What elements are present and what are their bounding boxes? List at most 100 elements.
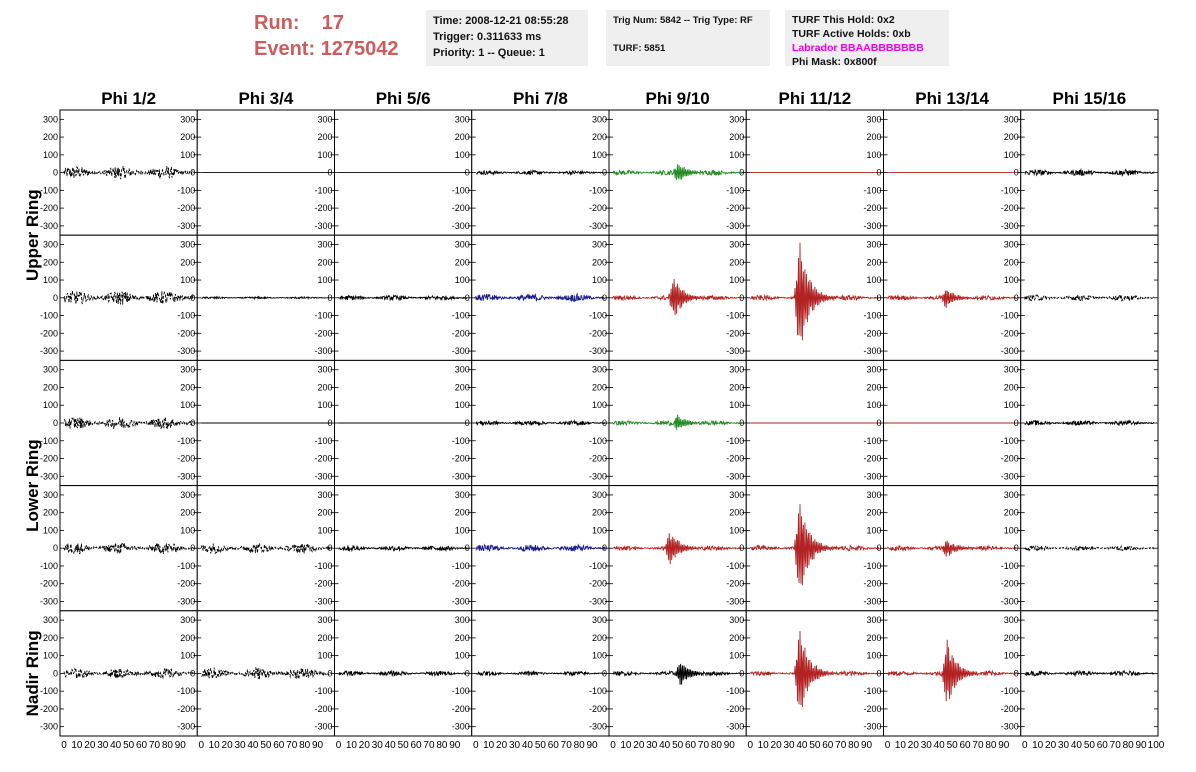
x-tick-label: 80 bbox=[574, 740, 586, 751]
waveform-panel: 300 200 100 0 -100 -200 -300 bbox=[452, 359, 610, 487]
waveform-panel: 300 200 100 0 -100 -200 -300 bbox=[177, 610, 335, 737]
x-tick-label: 30 bbox=[921, 740, 933, 751]
waveform-panel: 300 200 100 0 -100 -200 -300 bbox=[314, 359, 473, 487]
y-tick-label: -300 bbox=[589, 471, 607, 481]
x-tick-label: 70 bbox=[286, 740, 298, 751]
y-tick-label: 0 bbox=[1014, 543, 1019, 553]
y-tick-label: 100 bbox=[1004, 150, 1019, 160]
y-tick-label: 300 bbox=[592, 615, 607, 625]
y-tick-label: -200 bbox=[1001, 328, 1019, 338]
y-tick-label: 100 bbox=[866, 150, 881, 160]
waveform-panel: 300 200 100 0 -100 -200 -300 bbox=[726, 234, 884, 361]
x-tick-label: 40 bbox=[110, 740, 122, 751]
run-event-block: Run: 17 Event: 1275042 bbox=[254, 10, 399, 62]
y-tick-label: 0 bbox=[53, 668, 58, 678]
y-tick-label: 300 bbox=[592, 114, 607, 124]
y-tick-label: 200 bbox=[180, 382, 195, 392]
y-tick-label: 0 bbox=[53, 168, 58, 178]
y-tick-label: 100 bbox=[180, 275, 195, 285]
y-tick-label: 100 bbox=[180, 651, 195, 661]
y-tick-label: 200 bbox=[180, 132, 195, 142]
y-tick-label: 0 bbox=[602, 668, 607, 678]
y-tick-label: 100 bbox=[180, 150, 195, 160]
y-tick-label: 0 bbox=[465, 168, 470, 178]
y-tick-label: 300 bbox=[866, 240, 881, 250]
x-tick-label: 10 bbox=[209, 740, 221, 751]
y-tick-label: 300 bbox=[180, 490, 195, 500]
y-tick-label: 200 bbox=[455, 132, 470, 142]
y-tick-label: 300 bbox=[317, 240, 332, 250]
waveform-trace bbox=[887, 639, 1018, 702]
y-tick-label: 100 bbox=[1004, 525, 1019, 535]
y-tick-label: 100 bbox=[866, 525, 881, 535]
y-tick-label: 0 bbox=[53, 418, 58, 428]
y-tick-label: 300 bbox=[180, 365, 195, 375]
y-tick-label: -200 bbox=[314, 579, 332, 589]
waveform-trace bbox=[201, 666, 331, 681]
y-tick-label: -100 bbox=[863, 185, 881, 195]
event-value: 1275042 bbox=[320, 38, 399, 60]
y-tick-label: -200 bbox=[863, 203, 881, 213]
y-tick-label: -300 bbox=[863, 596, 881, 606]
y-tick-label: 0 bbox=[876, 168, 881, 178]
y-tick-label: 200 bbox=[317, 508, 332, 518]
trigger-text: Trigger: 0.311633 ms bbox=[433, 31, 542, 43]
x-tick-label: 10 bbox=[346, 740, 358, 751]
y-tick-label: 0 bbox=[190, 668, 195, 678]
x-tick-label: 10 bbox=[758, 740, 770, 751]
waveform-panel: 300 200 100 0 -100 -200 -300 bbox=[726, 610, 884, 737]
x-tick-label: 20 bbox=[359, 740, 371, 751]
y-tick-label: 200 bbox=[729, 257, 744, 267]
y-tick-label: 100 bbox=[43, 400, 58, 410]
y-tick-label: -200 bbox=[177, 328, 195, 338]
y-tick-label: -200 bbox=[452, 203, 470, 213]
y-tick-label: -100 bbox=[589, 311, 607, 321]
y-tick-label: 100 bbox=[455, 275, 470, 285]
y-tick-label: 100 bbox=[43, 150, 58, 160]
phi-column-header: Phi 3/4 bbox=[238, 89, 293, 108]
waveform-trace bbox=[612, 164, 743, 181]
y-tick-label: -100 bbox=[452, 436, 470, 446]
y-tick-label: 100 bbox=[729, 400, 744, 410]
y-tick-label: 100 bbox=[1004, 275, 1019, 285]
y-tick-label: -100 bbox=[1001, 686, 1019, 696]
y-tick-label: 0 bbox=[465, 543, 470, 553]
y-tick-label: 200 bbox=[592, 508, 607, 518]
waveform-trace bbox=[63, 290, 194, 305]
y-tick-label: 200 bbox=[729, 132, 744, 142]
y-tick-label: -100 bbox=[314, 686, 332, 696]
waveform-panel: 300 200 100 0 -100 -200 -300 bbox=[589, 485, 747, 612]
x-tick-label: 30 bbox=[97, 740, 109, 751]
y-tick-label: -300 bbox=[40, 221, 58, 231]
x-tick-label: 80 bbox=[436, 740, 448, 751]
x-tick-label: 90 bbox=[449, 740, 461, 751]
x-tick-label: 0 bbox=[61, 740, 67, 751]
y-tick-label: -300 bbox=[314, 221, 332, 231]
y-tick-label: 100 bbox=[43, 651, 58, 661]
y-tick-label: 200 bbox=[592, 257, 607, 267]
y-tick-label: -100 bbox=[726, 686, 744, 696]
x-tick-label: 90 bbox=[312, 740, 324, 751]
waveform-panel: 300 200 100 0 -100 -200 -300 bbox=[589, 359, 747, 487]
y-tick-label: 0 bbox=[327, 668, 332, 678]
y-tick-label: 0 bbox=[327, 543, 332, 553]
y-tick-label: 200 bbox=[866, 633, 881, 643]
y-tick-label: 200 bbox=[43, 382, 58, 392]
phi-column-header: Phi 5/6 bbox=[376, 89, 431, 108]
waveform-trace bbox=[749, 504, 880, 586]
waveform-panel: 300 200 100 0 -100 -200 -300 bbox=[863, 359, 1022, 487]
x-tick-label: 30 bbox=[234, 740, 246, 751]
waveform-trace bbox=[750, 242, 880, 341]
y-tick-label: 200 bbox=[455, 382, 470, 392]
trig-info-box: Trig Num: 5842 -- Trig Type: RF TURF: 58… bbox=[606, 10, 770, 66]
y-tick-label: -300 bbox=[1001, 221, 1019, 231]
phi-column-header: Phi 7/8 bbox=[513, 89, 568, 108]
x-tick-label: 90 bbox=[724, 740, 736, 751]
x-tick-label: 80 bbox=[1123, 740, 1135, 751]
y-tick-label: -300 bbox=[314, 471, 332, 481]
y-tick-label: 200 bbox=[180, 508, 195, 518]
y-tick-label: 300 bbox=[43, 615, 58, 625]
x-tick-label: 60 bbox=[959, 740, 971, 751]
y-tick-label: 300 bbox=[455, 365, 470, 375]
y-tick-label: 100 bbox=[866, 651, 881, 661]
